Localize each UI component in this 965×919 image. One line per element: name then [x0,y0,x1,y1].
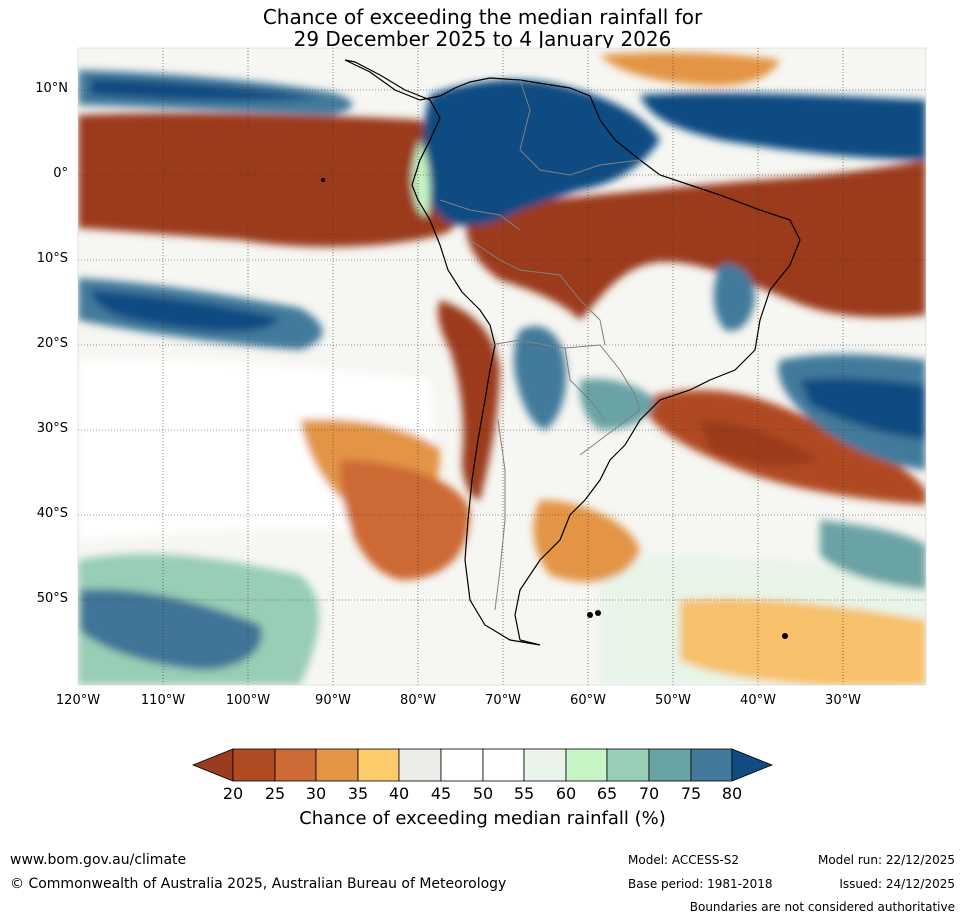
lon-label-50w: 50°W [655,693,691,708]
colorbar-tick-20: 20 [222,784,244,803]
coastline [344,59,801,646]
lon-label-70w: 70°W [485,693,521,708]
colorbar-tick-50: 50 [472,784,494,803]
map-title-line-1: Chance of exceeding the median rainfall … [262,5,703,29]
lon-label-110w: 110°W [140,693,186,708]
base-period: Base period: 1981-2018 [628,877,773,891]
issued-date: Issued: 24/12/2025 [839,877,955,891]
website-link[interactable]: www.bom.gov.au/climate [10,852,187,868]
country-borders [439,79,641,611]
colorbar-bin-75-80 [690,748,733,782]
colorbar-tick-30: 30 [305,784,327,803]
colorbar-bin-50-55 [482,748,525,782]
lon-label-120w: 120°W [55,693,101,708]
colorbar-tick-75: 75 [680,784,702,803]
colorbar-tick-65: 65 [596,784,618,803]
colorbar-bin-65-70 [606,748,650,782]
graticule [78,48,926,685]
model-name: Model: ACCESS-S2 [628,853,740,867]
lat-label-0: 0° [53,166,68,181]
model-run-date: Model run: 22/12/2025 [817,853,955,867]
colorbar-bin-60-65 [565,748,608,782]
colorbar-bin-35-40 [357,748,400,782]
colorbar-tick-80: 80 [721,784,743,803]
colorbar-bin-30-35 [315,748,359,782]
map-title-line-2: 29 December 2025 to 4 January 2026 [293,27,672,51]
colorbar-bin-25-30 [274,748,317,782]
lon-label-100w: 100°W [225,693,271,708]
lon-label-30w: 30°W [825,693,861,708]
colorbar-arrow-high [731,748,774,782]
colorbar-bin-20-25 [232,748,276,782]
lat-label-50s: 50°S [36,591,68,606]
colorbar-tick-70: 70 [638,784,660,803]
lon-label-80w: 80°W [400,693,436,708]
colorbar-bin-45-50 [440,748,484,782]
islands [321,178,788,639]
lat-label-10s: 10°S [36,251,68,266]
colorbar-arrow-low [191,748,234,782]
lon-label-60w: 60°W [570,693,606,708]
lat-label-20s: 20°S [36,336,68,351]
colorbar-bin-70-75 [648,748,692,782]
colorbar-tick-60: 60 [555,784,577,803]
rainfall-probability-field [78,52,926,685]
colorbar-tick-55: 55 [513,784,535,803]
lat-label-10n: 10°N [35,81,68,96]
colorbar-bin-40-45 [398,748,442,782]
colorbar-title: Chance of exceeding median rainfall (%) [299,808,666,829]
lon-label-90w: 90°W [315,693,351,708]
lat-label-40s: 40°S [36,506,68,521]
boundary-disclaimer: Boundaries are not considered authoritat… [689,900,955,914]
colorbar-bin-55-60 [523,748,567,782]
colorbar-tick-25: 25 [264,784,286,803]
lon-label-40w: 40°W [740,693,776,708]
colorbar-tick-40: 40 [388,784,410,803]
colorbar-tick-35: 35 [347,784,369,803]
copyright-notice: © Commonwealth of Australia 2025, Austra… [10,876,507,892]
colorbar-tick-45: 45 [430,784,452,803]
lat-label-30s: 30°S [36,421,68,436]
